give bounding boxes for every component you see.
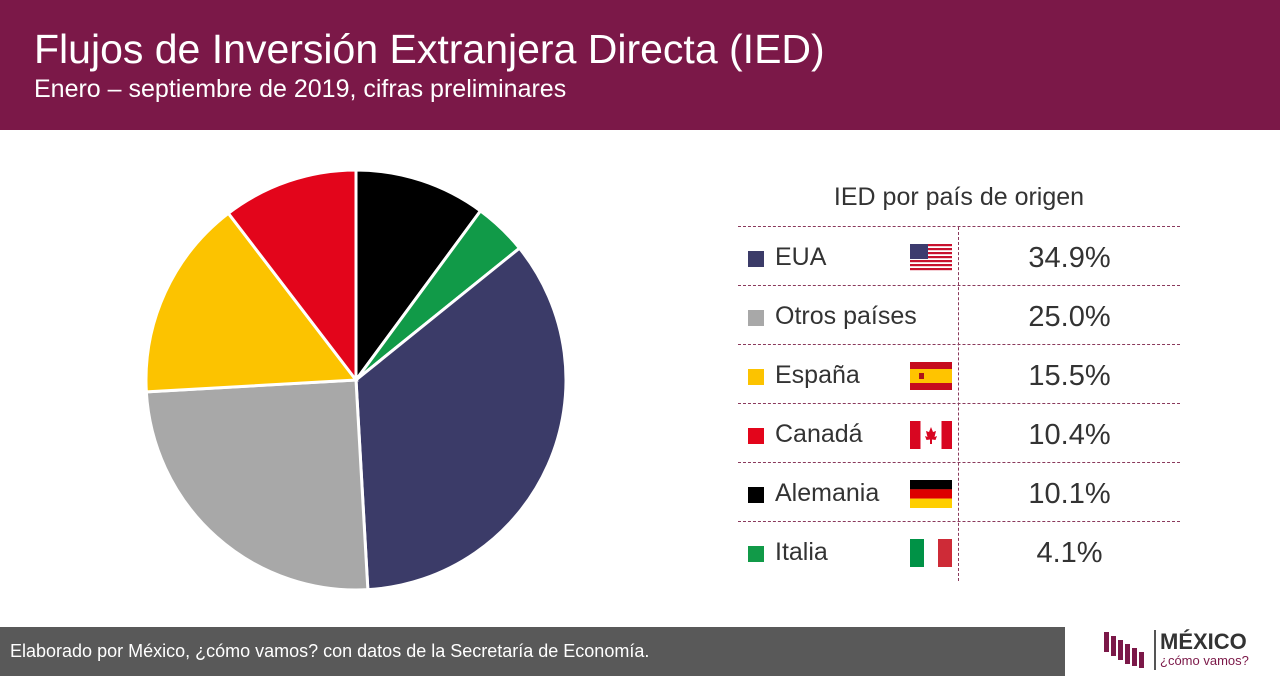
legend-country-label: Canadá xyxy=(775,420,863,448)
chart-subtitle: Enero – septiembre de 2019, cifras preli… xyxy=(34,75,567,103)
legend-swatch xyxy=(748,546,764,562)
legend-country-label: España xyxy=(775,361,860,389)
pie-slice-alemania xyxy=(354,168,483,385)
logo: MÉXICO ¿cómo vamos? xyxy=(1102,628,1272,672)
legend-percentage: 34.9% xyxy=(1028,242,1111,274)
legend-swatch xyxy=(748,487,764,503)
footer-text: Elaborado por México, ¿cómo vamos? con d… xyxy=(10,641,650,661)
chart-title: Flujos de Inversión Extranjera Directa (… xyxy=(34,26,825,72)
header-banner: Flujos de Inversión Extranjera Directa (… xyxy=(0,0,1280,130)
legend-row: EUA 34.9% xyxy=(738,227,1180,286)
legend-percentage: 4.1% xyxy=(1036,537,1103,569)
legend-percentage: 25.0% xyxy=(1028,301,1111,333)
legend-row: Italia 4.1% xyxy=(738,522,1180,581)
italy-flag-icon xyxy=(910,539,952,567)
legend-title: IED por país de origen xyxy=(833,183,1085,211)
legend-swatch xyxy=(748,369,764,385)
pie-chart xyxy=(144,168,568,592)
legend-swatch xyxy=(748,251,764,267)
logo-sub-text: ¿cómo vamos? xyxy=(1160,653,1249,668)
pie-slice-espa-a xyxy=(144,211,359,394)
legend-country-label: EUA xyxy=(775,243,827,271)
legend-country-label: Alemania xyxy=(775,479,880,507)
legend-swatch xyxy=(748,310,764,326)
pie-slice-otros-pa-ses xyxy=(144,378,370,592)
legend-country-label: Otros países xyxy=(775,302,917,330)
legend-divider xyxy=(958,227,959,581)
pie-slice-eua xyxy=(354,246,568,592)
legend-percentage: 10.4% xyxy=(1028,419,1111,451)
legend: IED por país de origen EUA 34.9% Otros paí… xyxy=(738,174,1180,581)
legend-percentage: 10.1% xyxy=(1028,478,1111,510)
legend-swatch xyxy=(748,428,764,444)
legend-row: Canadá 10.4% xyxy=(738,404,1180,463)
germany-flag-icon xyxy=(910,480,952,508)
logo-separator xyxy=(1154,630,1156,670)
legend-percentage: 15.5% xyxy=(1028,360,1111,392)
legend-row: Otros países 25.0% xyxy=(738,286,1180,345)
legend-country-label: Italia xyxy=(775,538,828,566)
legend-row: Alemania 10.1% xyxy=(738,463,1180,522)
pie-slice-canad- xyxy=(226,168,358,385)
logo-main-text: MÉXICO xyxy=(1160,629,1247,654)
us-flag-icon xyxy=(910,244,952,272)
canada-flag-icon xyxy=(910,421,952,449)
footer-bar: Elaborado por México, ¿cómo vamos? con d… xyxy=(0,627,1065,676)
logo-bars-icon xyxy=(1104,632,1144,668)
legend-table: EUA 34.9% Otros países 25.0% España 15.5% Cana… xyxy=(738,226,1180,581)
spain-flag-icon xyxy=(910,362,952,390)
legend-row: España 15.5% xyxy=(738,345,1180,404)
